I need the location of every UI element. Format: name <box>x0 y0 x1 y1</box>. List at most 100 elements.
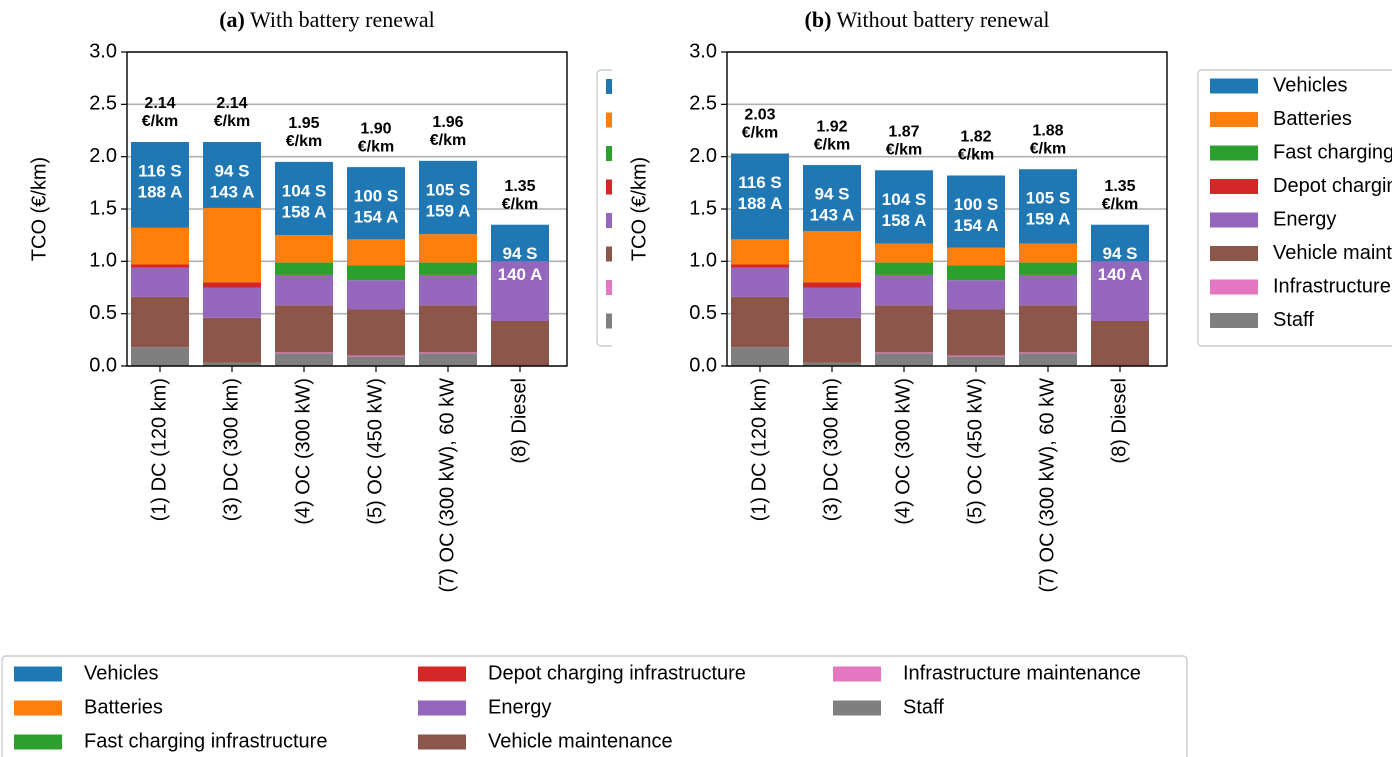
total-label-unit: €/km <box>742 125 778 142</box>
panel-label: (b) <box>805 7 832 32</box>
bar-segment <box>347 280 405 310</box>
total-label: 2.14 <box>216 95 247 112</box>
total-label: 2.03 <box>744 107 775 124</box>
bar-segment <box>803 317 861 363</box>
bar-segment <box>731 296 789 348</box>
total-label-unit: €/km <box>358 138 394 155</box>
x-tick-label: (8) Diesel <box>1108 378 1130 464</box>
fleet-label: 116 S <box>138 161 182 180</box>
fleet-label: 159 A <box>426 201 471 220</box>
legend-label: Staff <box>903 696 944 718</box>
legend-swatch <box>418 666 466 682</box>
x-tick-label: (8) Diesel <box>508 378 530 464</box>
total-label: 1.87 <box>888 123 919 140</box>
total-label-unit: €/km <box>958 147 994 164</box>
bar-segment <box>419 262 477 275</box>
bar-segment <box>203 317 261 363</box>
title-text: With battery renewal <box>250 7 435 32</box>
legend-swatch <box>1210 212 1258 228</box>
legend-swatch <box>1210 145 1258 161</box>
fleet-label: 140 A <box>1098 265 1143 284</box>
y-axis-label: TCO (€/km) <box>628 157 650 261</box>
x-tick-label: (4) OC (300 kW) <box>292 378 314 525</box>
fleet-label: 158 A <box>282 202 327 221</box>
legend-frame <box>1 655 1188 757</box>
bar-segment <box>731 264 789 268</box>
bar-segment <box>1019 305 1077 353</box>
bar-segment <box>1019 353 1077 366</box>
bar-segment <box>275 305 333 353</box>
y-tick-label: 0.0 <box>689 354 717 376</box>
bar-segment <box>1019 243 1077 263</box>
bar-segment <box>275 235 333 263</box>
bar-segment <box>419 274 477 306</box>
bar-segment <box>131 347 189 366</box>
total-label-unit: €/km <box>814 136 850 153</box>
legend-swatch <box>1210 78 1258 94</box>
legend-label: Batteries <box>1273 108 1352 130</box>
bar-segment <box>1019 169 1077 244</box>
fleet-label: 104 S <box>282 181 326 200</box>
x-tick-label: (4) OC (300 kW) <box>892 378 914 525</box>
bar-segment <box>347 309 405 356</box>
bar-segment <box>203 362 261 366</box>
bar-segment <box>803 165 861 231</box>
bar-segment <box>347 356 405 366</box>
bar-segment <box>875 170 933 244</box>
legend-swatch <box>418 734 466 750</box>
legend-swatch <box>1210 246 1258 261</box>
bar-segment <box>875 305 933 353</box>
x-tick-label: (7) OC (300 kW), 60 kW <box>1036 378 1058 593</box>
y-tick-label: 1.5 <box>689 197 717 219</box>
bar-segment <box>875 243 933 263</box>
y-tick-label: 1.5 <box>89 197 117 219</box>
fleet-label: 140 A <box>498 265 543 284</box>
bar-segment <box>131 227 189 265</box>
fleet-label: 94 S <box>815 185 850 204</box>
fleet-label: 158 A <box>882 211 927 230</box>
total-label-unit: €/km <box>1030 140 1066 157</box>
legend-label: Vehicle maintenance <box>488 730 673 752</box>
y-tick-label: 2.0 <box>689 145 717 167</box>
bar-segment <box>491 224 549 262</box>
total-label-unit: €/km <box>214 113 250 130</box>
legend-label: Infrastructure maintenance <box>1273 275 1392 297</box>
x-tick-label: (3) DC (300 km) <box>220 378 242 521</box>
legend-label: Staff <box>1273 309 1314 331</box>
legend-swatch <box>1210 313 1258 328</box>
legend-swatch <box>1210 179 1258 194</box>
bar-segment <box>347 265 405 281</box>
bar-segment <box>947 356 1005 366</box>
total-label: 1.95 <box>288 115 319 132</box>
legend-label: Batteries <box>84 696 163 718</box>
bar-segment <box>275 352 333 354</box>
bar-segment <box>491 320 549 366</box>
legend-label: Fast charging infrastructure <box>84 730 327 752</box>
axes-frame <box>726 51 1168 367</box>
bar-segment <box>803 282 861 288</box>
x-tick-label: (1) DC (120 km) <box>748 378 770 521</box>
bar-segment <box>275 161 333 236</box>
fleet-label: 188 A <box>138 182 183 201</box>
bar-segment <box>419 160 477 235</box>
fleet-label: 94 S <box>503 244 538 263</box>
total-label-unit: €/km <box>430 132 466 149</box>
bar-segment <box>947 309 1005 356</box>
total-label: 1.92 <box>816 118 847 135</box>
fleet-label: 94 S <box>215 161 250 180</box>
panel-label: (a) <box>219 7 245 32</box>
fleet-label: 116 S <box>738 173 782 192</box>
bar-segment <box>1091 320 1149 366</box>
axes-frame <box>126 51 568 367</box>
y-tick-label: 0.5 <box>89 302 117 324</box>
total-label-unit: €/km <box>286 133 322 150</box>
bar-segment <box>875 353 933 366</box>
y-tick-label: 3.0 <box>689 40 717 62</box>
legend-label: Energy <box>1273 208 1336 230</box>
legend-swatch <box>14 666 62 682</box>
legend-swatch <box>1210 112 1258 127</box>
y-tick-label: 2.5 <box>89 93 117 115</box>
x-tick-label: (1) DC (120 km) <box>148 378 170 521</box>
bar-segment <box>803 362 861 366</box>
